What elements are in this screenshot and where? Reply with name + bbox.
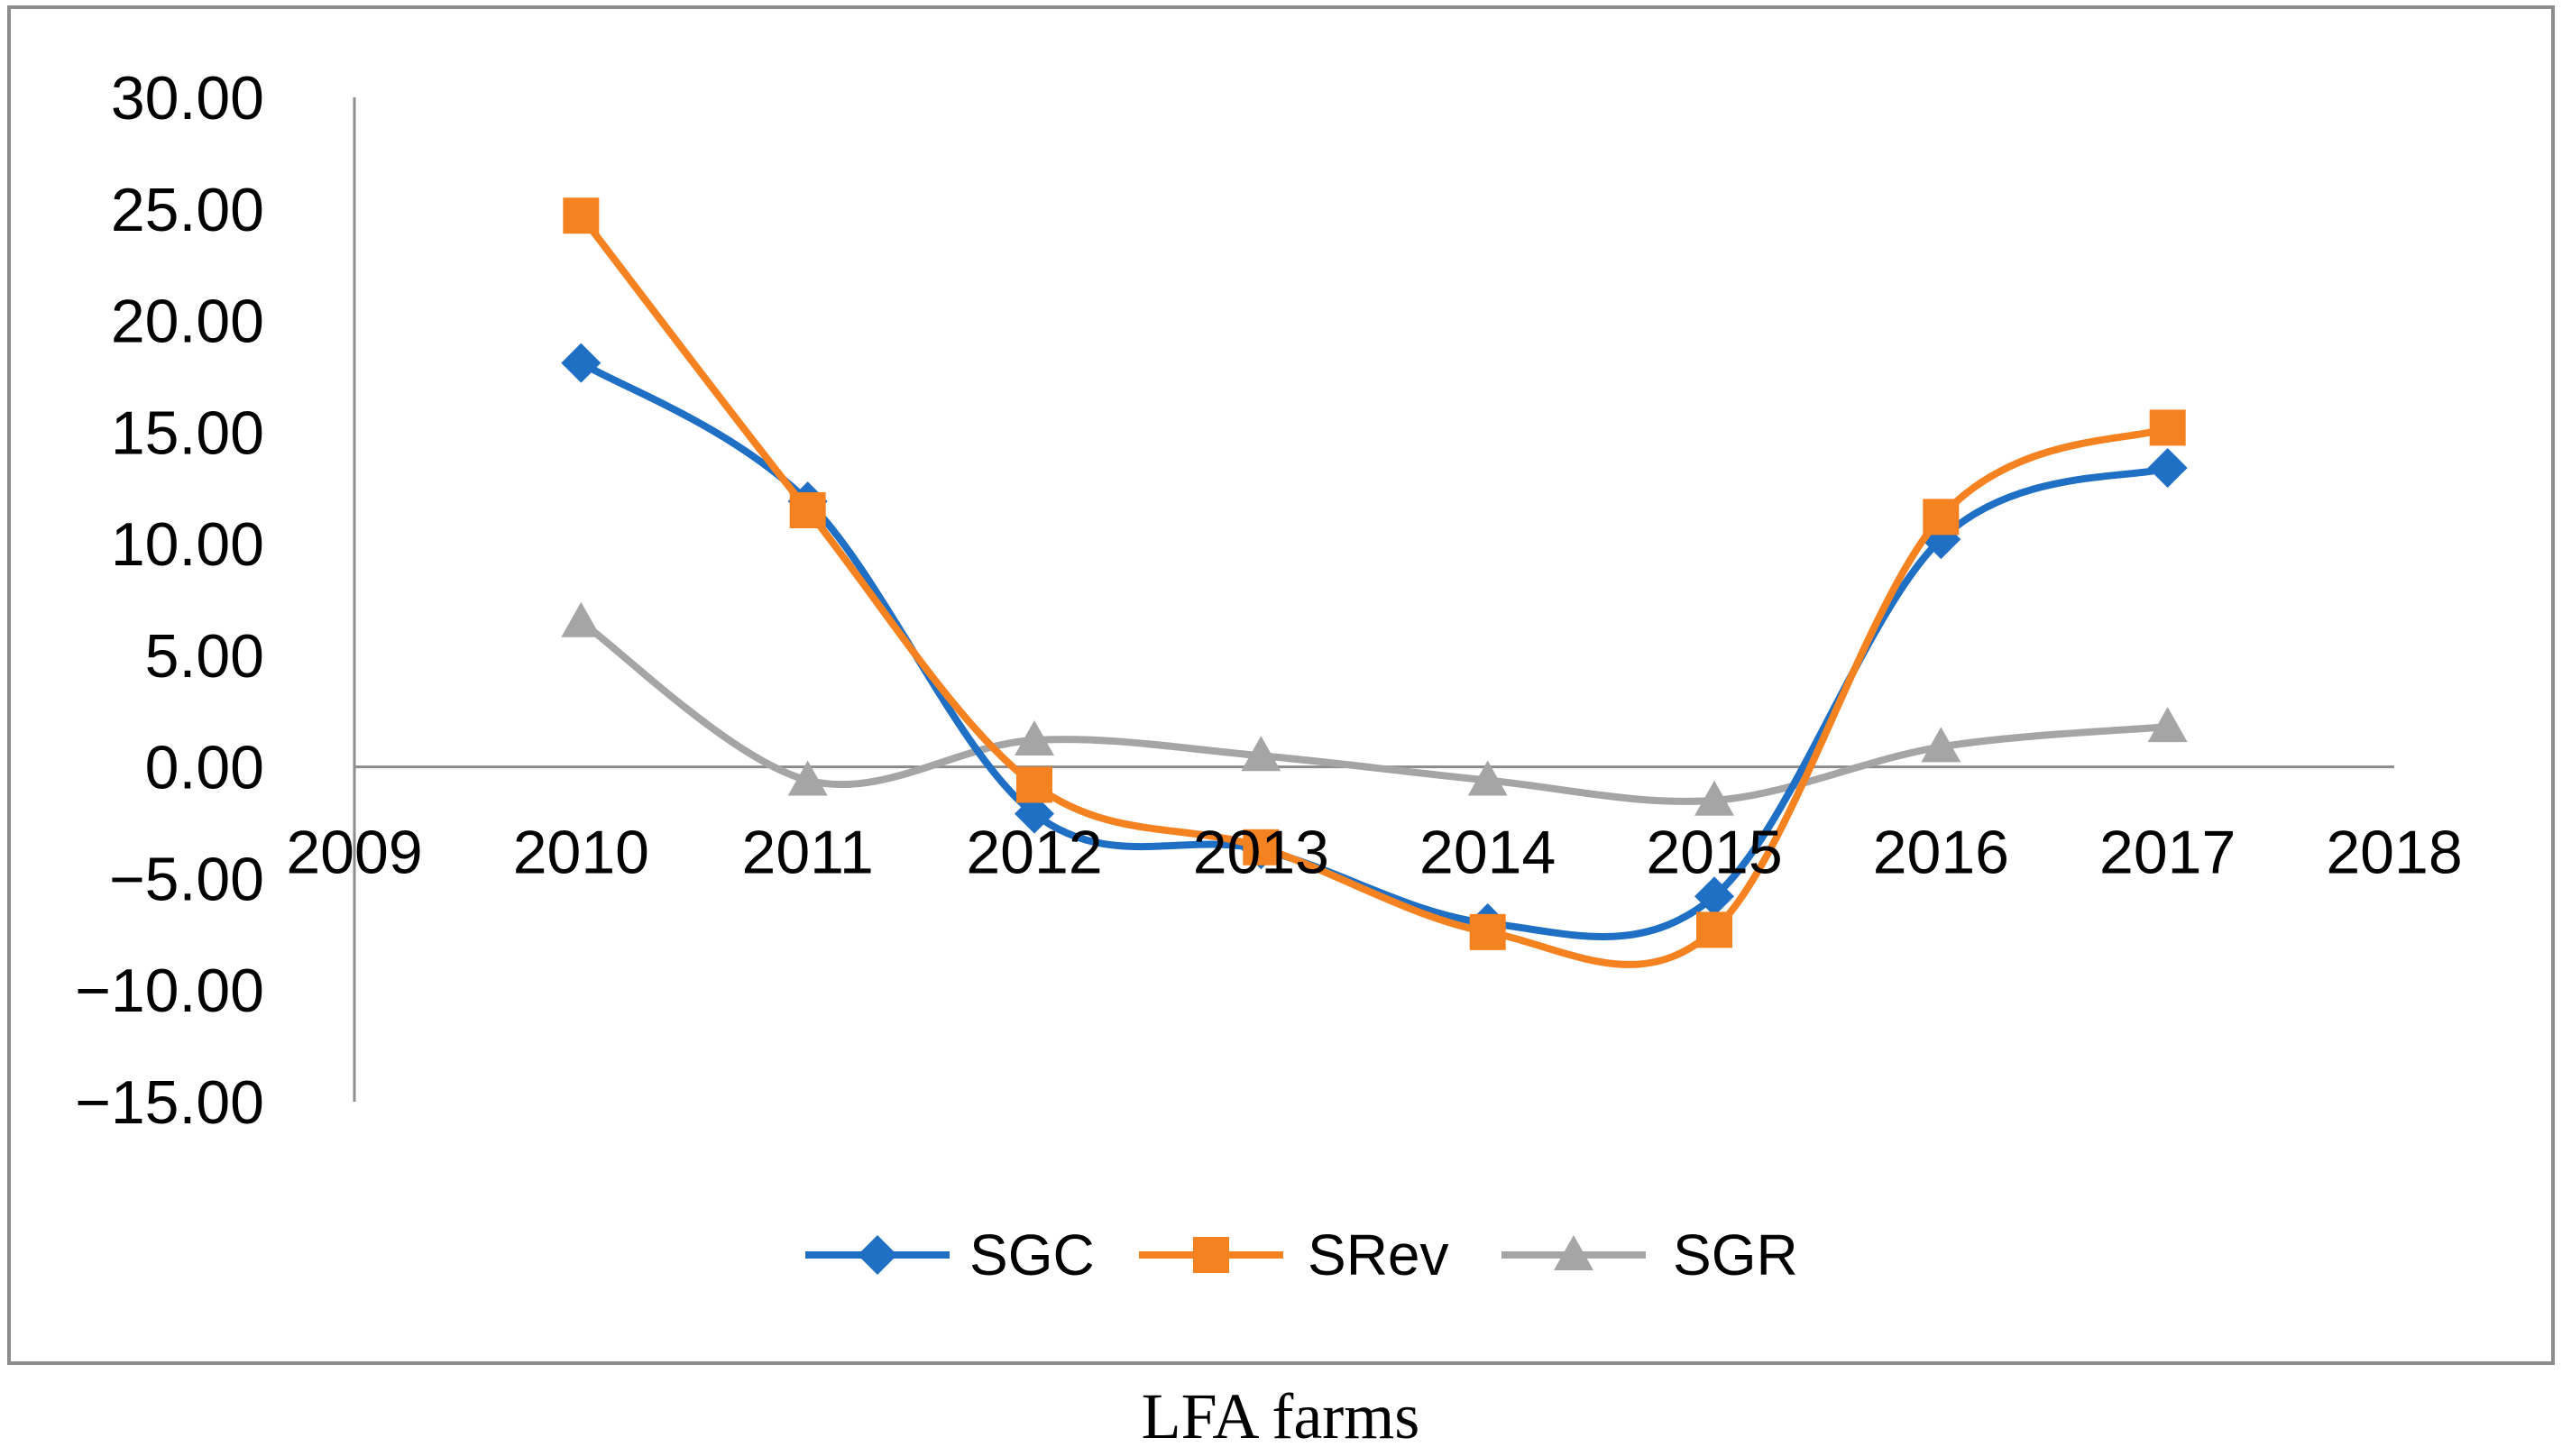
series-layer — [561, 197, 2188, 968]
x-tick-label: 2010 — [513, 819, 649, 887]
x-tick-label: 2017 — [2099, 819, 2236, 887]
data-point — [1469, 913, 1506, 950]
data-point — [1923, 499, 1960, 536]
y-tick-label: 5.00 — [145, 622, 264, 691]
y-tick-label: 10.00 — [111, 510, 264, 579]
data-point — [1016, 766, 1052, 803]
tick-labels: 30.00 25.00 20.00 15.00 10.00 5.00 0.00 −5.00 −1… — [75, 64, 2463, 1137]
data-point — [1243, 829, 1280, 865]
x-tick-label: 2013 — [1193, 819, 1329, 887]
x-tick-label: 2016 — [1873, 819, 2009, 887]
x-tick-label: 2014 — [1419, 819, 1556, 887]
data-point — [1696, 911, 1732, 948]
legend-label: SRev — [1308, 1222, 1449, 1287]
y-tick-label: −15.00 — [75, 1068, 264, 1137]
data-point — [1015, 719, 1054, 755]
data-point — [561, 343, 601, 383]
legend-marker — [858, 1235, 897, 1275]
y-tick-label: 15.00 — [111, 398, 264, 467]
data-point — [1015, 793, 1054, 834]
legend-item-sgr: SGR — [1501, 1222, 1798, 1287]
chart-caption: LFA farms — [1142, 1380, 1420, 1452]
series-srev — [563, 197, 2186, 968]
x-tick-label: 2009 — [286, 819, 422, 887]
x-tick-label: 2018 — [2326, 819, 2462, 887]
y-tick-label: 30.00 — [111, 64, 264, 133]
data-point — [2147, 447, 2188, 488]
y-tick-label: 20.00 — [111, 288, 264, 356]
series-sgr — [561, 601, 2188, 816]
data-point — [561, 601, 601, 637]
y-tick-label: −5.00 — [109, 845, 264, 913]
legend-marker — [1193, 1237, 1229, 1273]
data-point — [789, 491, 826, 528]
data-point — [1694, 780, 1734, 816]
data-point — [1694, 876, 1734, 917]
data-point — [2147, 707, 2188, 743]
x-tick-label: 2012 — [966, 819, 1102, 887]
y-tick-label: −10.00 — [75, 957, 264, 1025]
data-point — [1467, 760, 1508, 796]
legend-label: SGC — [969, 1222, 1095, 1287]
y-tick-label: 0.00 — [145, 734, 264, 802]
chart-frame — [7, 5, 2555, 1365]
legend-marker — [1554, 1235, 1593, 1270]
legend-item-srev: SRev — [1139, 1222, 1449, 1287]
data-point — [563, 197, 600, 234]
legend: SGC SRev SGR — [805, 1222, 1798, 1287]
x-tick-label: 2011 — [742, 819, 874, 887]
data-point — [1921, 727, 1961, 763]
data-point — [2149, 409, 2186, 446]
data-point — [787, 760, 828, 796]
legend-label: SGR — [1673, 1222, 1798, 1287]
data-point — [1241, 736, 1281, 772]
x-tick-label: 2015 — [1646, 819, 1782, 887]
y-tick-label: 25.00 — [111, 176, 264, 244]
legend-item-sgc: SGC — [805, 1222, 1095, 1287]
